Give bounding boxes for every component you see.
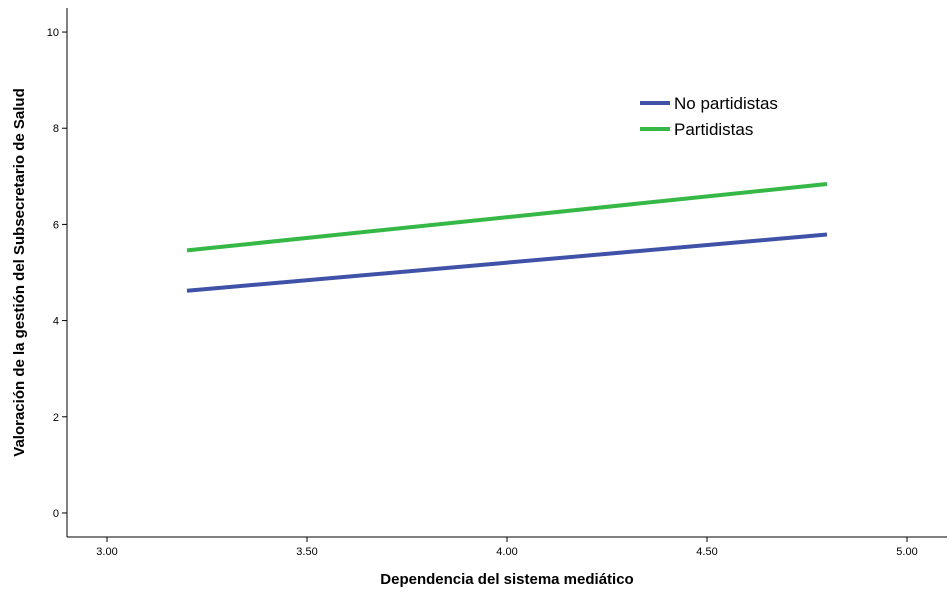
- y-axis-ticks: 0 2 4 6 8 10: [47, 27, 67, 520]
- legend-item: No partidistas: [640, 94, 778, 113]
- x-tick-label: 3.50: [296, 546, 317, 558]
- x-tick-label: 4.00: [496, 546, 517, 558]
- legend-label: No partidistas: [674, 94, 778, 113]
- y-tick-label: 10: [47, 27, 59, 39]
- x-tick-label: 5.00: [896, 546, 917, 558]
- series-line-no-partidistas: [186, 232, 828, 293]
- y-tick-label: 4: [53, 316, 59, 328]
- series-line-partidistas: [186, 182, 828, 253]
- legend-label: Partidistas: [674, 120, 753, 139]
- x-tick-label: 4.50: [696, 546, 717, 558]
- x-tick-label: 3.00: [96, 546, 117, 558]
- plot-area: 0 2 4 6 8 10 3.00 3.50 4.00 4.50 5.00: [47, 8, 947, 558]
- series-lines: [186, 182, 828, 293]
- y-tick-label: 8: [53, 123, 59, 135]
- y-tick-label: 6: [53, 219, 59, 231]
- x-axis-title: Dependencia del sistema mediático: [380, 571, 633, 588]
- y-tick-label: 0: [53, 508, 59, 520]
- legend: No partidistas Partidistas: [640, 94, 778, 139]
- y-tick-label: 2: [53, 412, 59, 424]
- x-axis-ticks: 3.00 3.50 4.00 4.50 5.00: [96, 537, 918, 558]
- legend-item: Partidistas: [640, 120, 753, 139]
- y-axis-title: Valoración de la gestión del Subsecretar…: [11, 88, 28, 456]
